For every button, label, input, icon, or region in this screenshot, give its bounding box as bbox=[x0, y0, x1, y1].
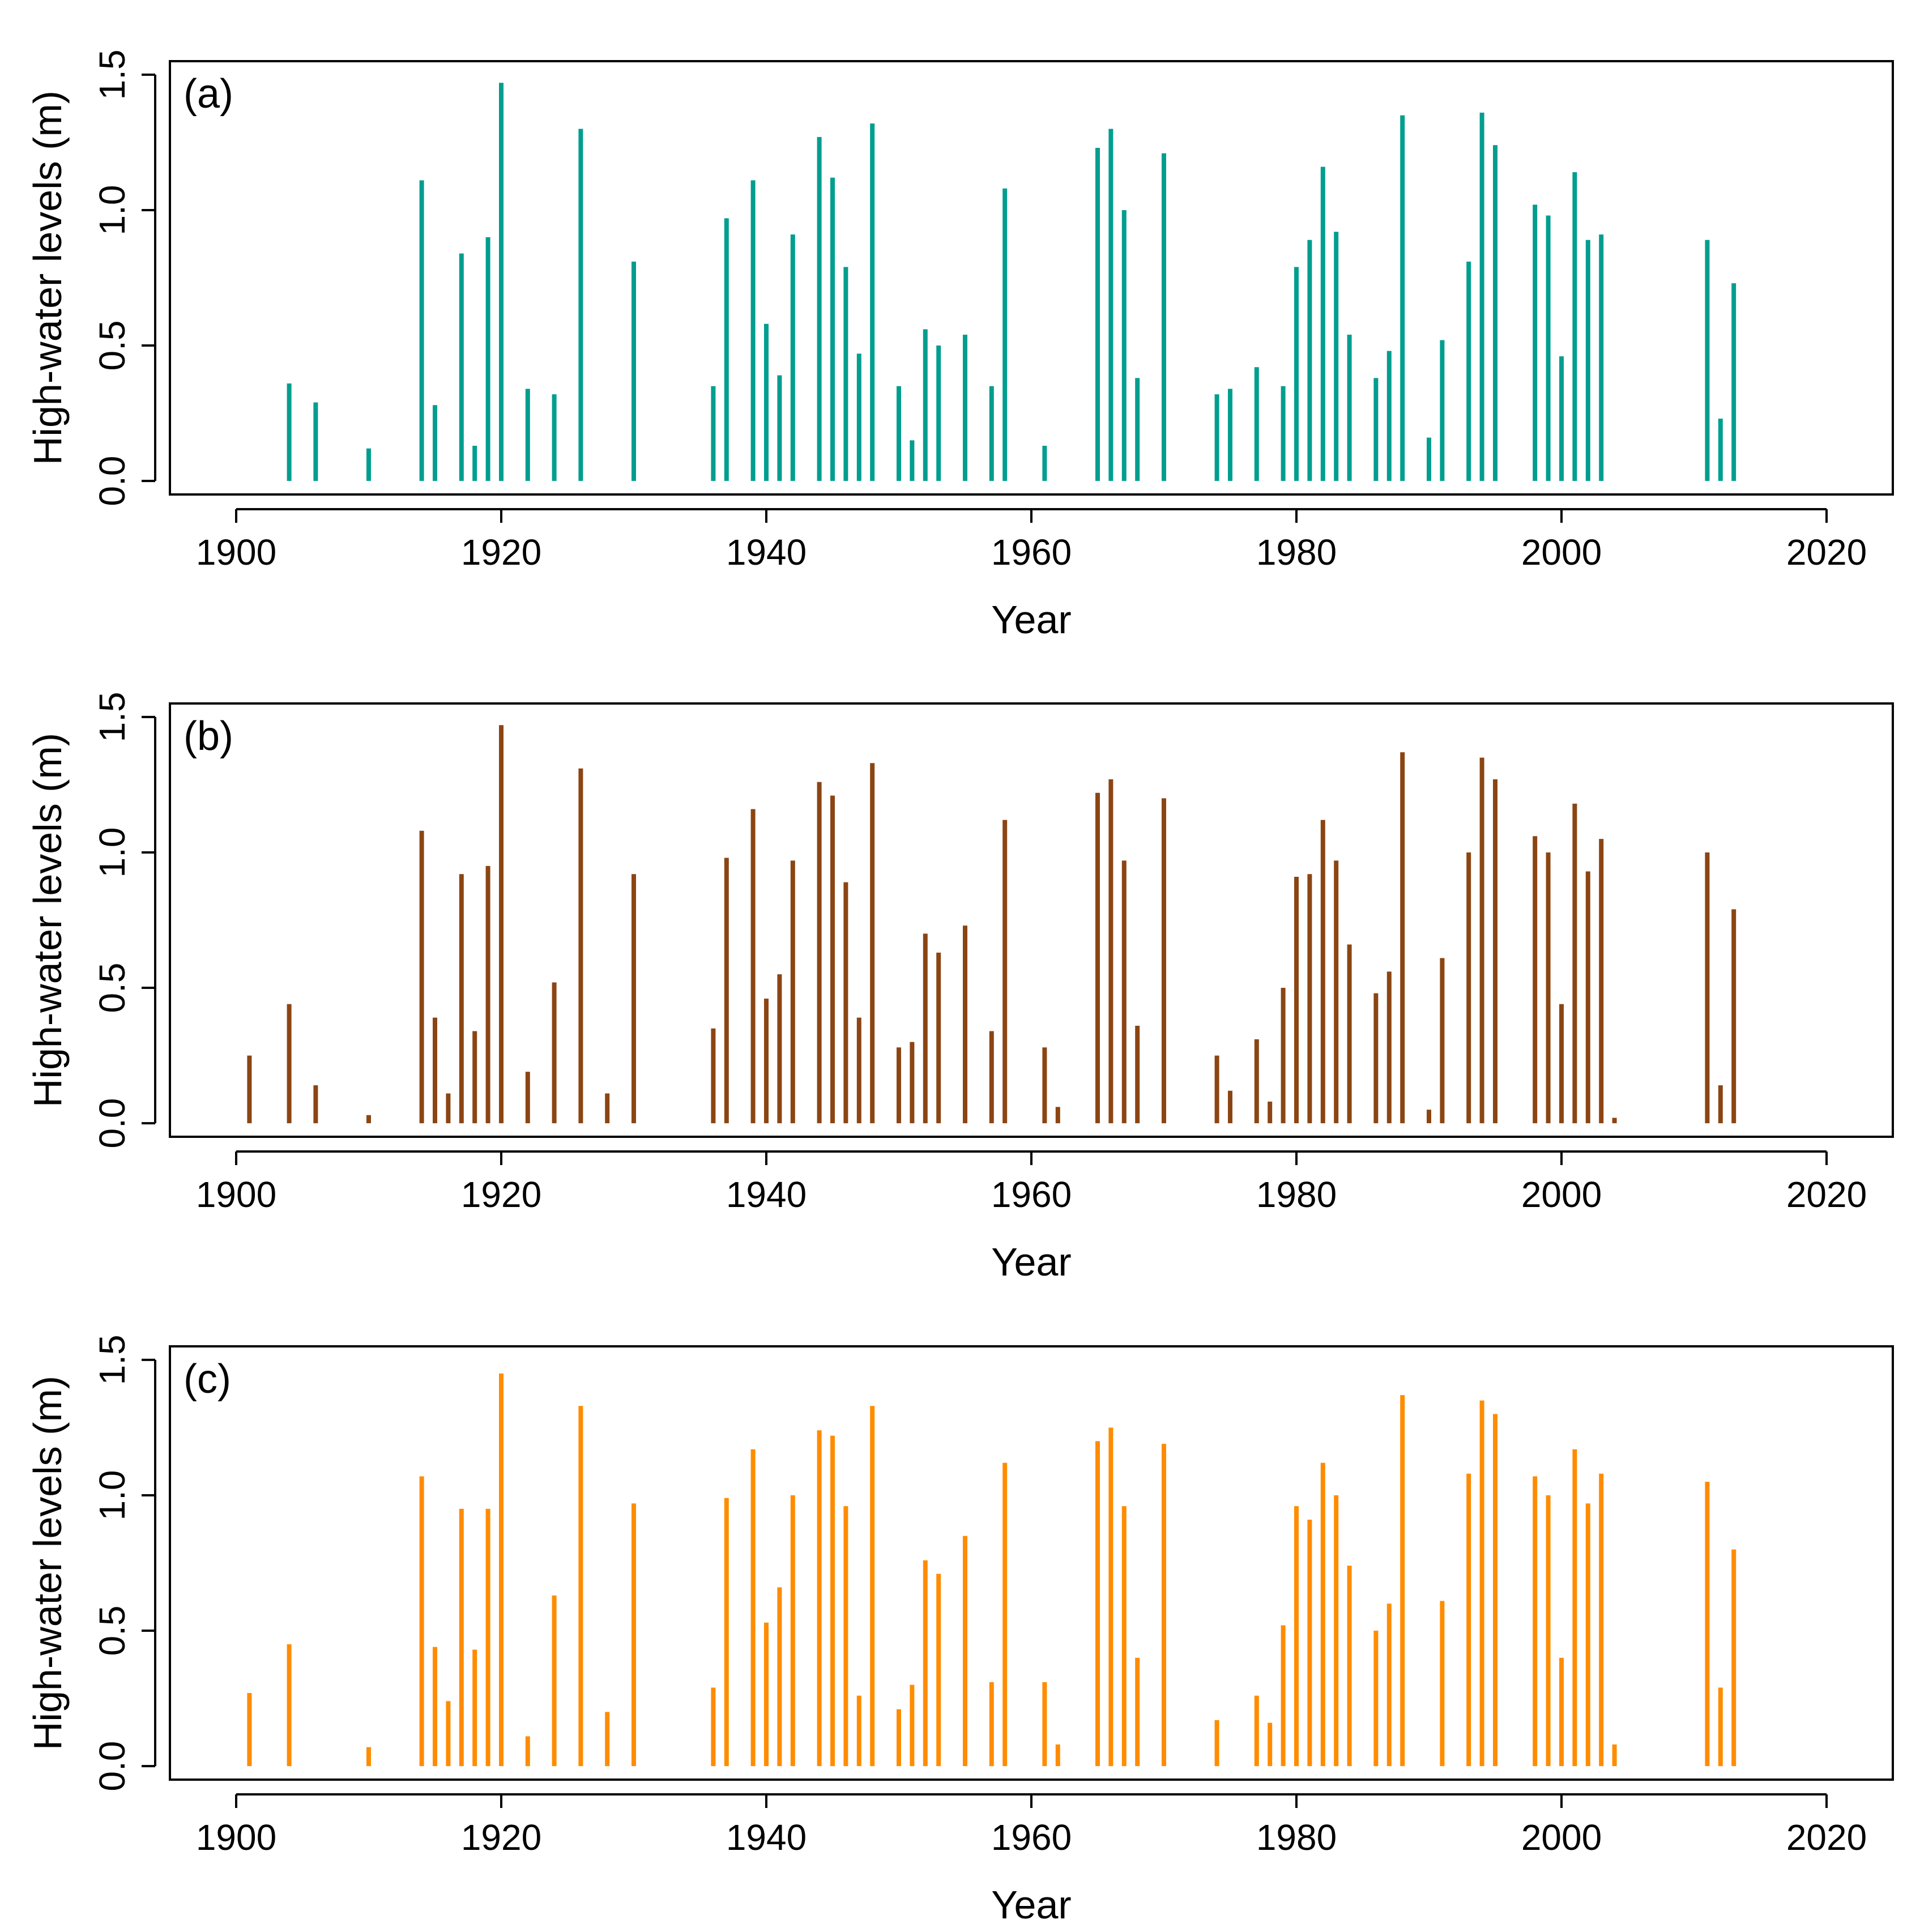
x-tick-label: 1920 bbox=[461, 1817, 541, 1858]
x-tick-label: 1940 bbox=[726, 532, 807, 573]
axis-ticks bbox=[142, 73, 1828, 523]
panel-c: 1900 1920 1940 1960 1980 2000 2020 0.0 0… bbox=[25, 1334, 1894, 1927]
x-axis-title: Year bbox=[991, 1883, 1071, 1927]
x-tick-label: 1920 bbox=[461, 1174, 541, 1215]
y-tick-label: 1.5 bbox=[92, 49, 133, 100]
y-tick-label: 0.0 bbox=[92, 456, 133, 506]
y-tick-labels: 0.0 0.5 1.0 1.5 bbox=[92, 1334, 133, 1791]
y-tick-label: 0.0 bbox=[92, 1741, 133, 1792]
y-tick-labels: 0.0 0.5 1.0 1.5 bbox=[92, 692, 133, 1148]
x-tick-label: 1980 bbox=[1256, 1174, 1337, 1215]
axis-ticks bbox=[142, 1358, 1828, 1808]
x-tick-label: 1940 bbox=[726, 1174, 807, 1215]
panel-a: 1900 1920 1940 1960 1980 2000 2020 0.0 0… bbox=[25, 49, 1894, 642]
panel-label: (b) bbox=[184, 714, 233, 759]
x-tick-label: 1980 bbox=[1256, 1817, 1337, 1858]
y-tick-label: 0.5 bbox=[92, 1606, 133, 1656]
panel-b: 1900 1920 1940 1960 1980 2000 2020 0.0 0… bbox=[25, 692, 1894, 1284]
x-tick-label: 1960 bbox=[991, 532, 1072, 573]
y-tick-label: 1.5 bbox=[92, 1334, 133, 1385]
y-tick-label: 0.5 bbox=[92, 321, 133, 371]
x-tick-label: 1960 bbox=[991, 1817, 1072, 1858]
x-tick-label: 1900 bbox=[196, 1817, 276, 1858]
x-tick-labels: 1900 1920 1940 1960 1980 2000 2020 bbox=[196, 532, 1867, 573]
x-tick-label: 2020 bbox=[1786, 1817, 1867, 1858]
x-tick-label: 1940 bbox=[726, 1817, 807, 1858]
y-tick-label: 1.0 bbox=[92, 185, 133, 235]
y-tick-label: 1.5 bbox=[92, 692, 133, 742]
x-tick-label: 1900 bbox=[196, 1174, 276, 1215]
plot-frame bbox=[169, 1345, 1894, 1781]
x-tick-labels: 1900 1920 1940 1960 1980 2000 2020 bbox=[196, 1817, 1867, 1858]
x-tick-label: 2000 bbox=[1521, 1174, 1602, 1215]
x-tick-label: 2000 bbox=[1521, 532, 1602, 573]
plot-frame bbox=[169, 60, 1894, 496]
x-axis-title: Year bbox=[991, 1240, 1071, 1284]
y-axis-title: High-water levels (m) bbox=[25, 1376, 70, 1750]
x-tick-label: 1920 bbox=[461, 532, 541, 573]
x-tick-label: 2020 bbox=[1786, 532, 1867, 573]
y-tick-labels: 0.0 0.5 1.0 1.5 bbox=[92, 49, 133, 506]
x-tick-label: 2020 bbox=[1786, 1174, 1867, 1215]
x-tick-label: 1960 bbox=[991, 1174, 1072, 1215]
x-tick-labels: 1900 1920 1940 1960 1980 2000 2020 bbox=[196, 1174, 1867, 1215]
y-tick-label: 1.0 bbox=[92, 1470, 133, 1520]
x-tick-label: 2000 bbox=[1521, 1817, 1602, 1858]
x-axis-title: Year bbox=[991, 598, 1071, 642]
y-tick-label: 0.5 bbox=[92, 963, 133, 1013]
panel-label: (c) bbox=[184, 1357, 231, 1402]
y-tick-label: 0.0 bbox=[92, 1098, 133, 1149]
x-tick-label: 1980 bbox=[1256, 532, 1337, 573]
y-tick-label: 1.0 bbox=[92, 827, 133, 877]
x-tick-label: 1900 bbox=[196, 532, 276, 573]
panel-label: (a) bbox=[184, 71, 233, 117]
plot-frame bbox=[169, 702, 1894, 1138]
bar-series bbox=[247, 1373, 1736, 1767]
y-axis-title: High-water levels (m) bbox=[25, 91, 70, 465]
axis-ticks bbox=[142, 715, 1828, 1165]
y-axis-title: High-water levels (m) bbox=[25, 733, 70, 1107]
bar-series bbox=[287, 83, 1736, 481]
bar-series bbox=[247, 725, 1736, 1124]
